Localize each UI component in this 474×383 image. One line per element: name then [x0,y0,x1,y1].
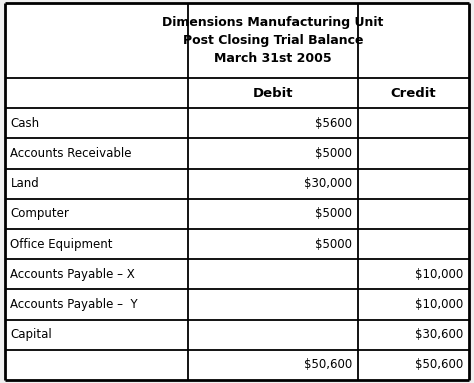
Text: $50,600: $50,600 [415,358,464,372]
Text: $50,600: $50,600 [304,358,352,372]
Text: $5600: $5600 [315,117,352,130]
Text: $30,600: $30,600 [415,328,464,341]
Text: Capital: Capital [10,328,52,341]
Text: $5000: $5000 [315,237,352,250]
Text: Office Equipment: Office Equipment [10,237,113,250]
Text: Credit: Credit [391,87,437,100]
Text: Accounts Payable –  Y: Accounts Payable – Y [10,298,138,311]
Text: Land: Land [10,177,39,190]
Text: Debit: Debit [253,87,293,100]
Text: $5000: $5000 [315,147,352,160]
Text: $5000: $5000 [315,207,352,220]
Text: Accounts Payable – X: Accounts Payable – X [10,268,135,281]
Text: Accounts Receivable: Accounts Receivable [10,147,132,160]
Text: $30,000: $30,000 [304,177,352,190]
Text: Computer: Computer [10,207,69,220]
Text: $10,000: $10,000 [415,268,464,281]
Text: Cash: Cash [10,117,39,130]
Text: Dimensions Manufacturing Unit
Post Closing Trial Balance
March 31st 2005: Dimensions Manufacturing Unit Post Closi… [162,16,383,65]
Text: $10,000: $10,000 [415,298,464,311]
